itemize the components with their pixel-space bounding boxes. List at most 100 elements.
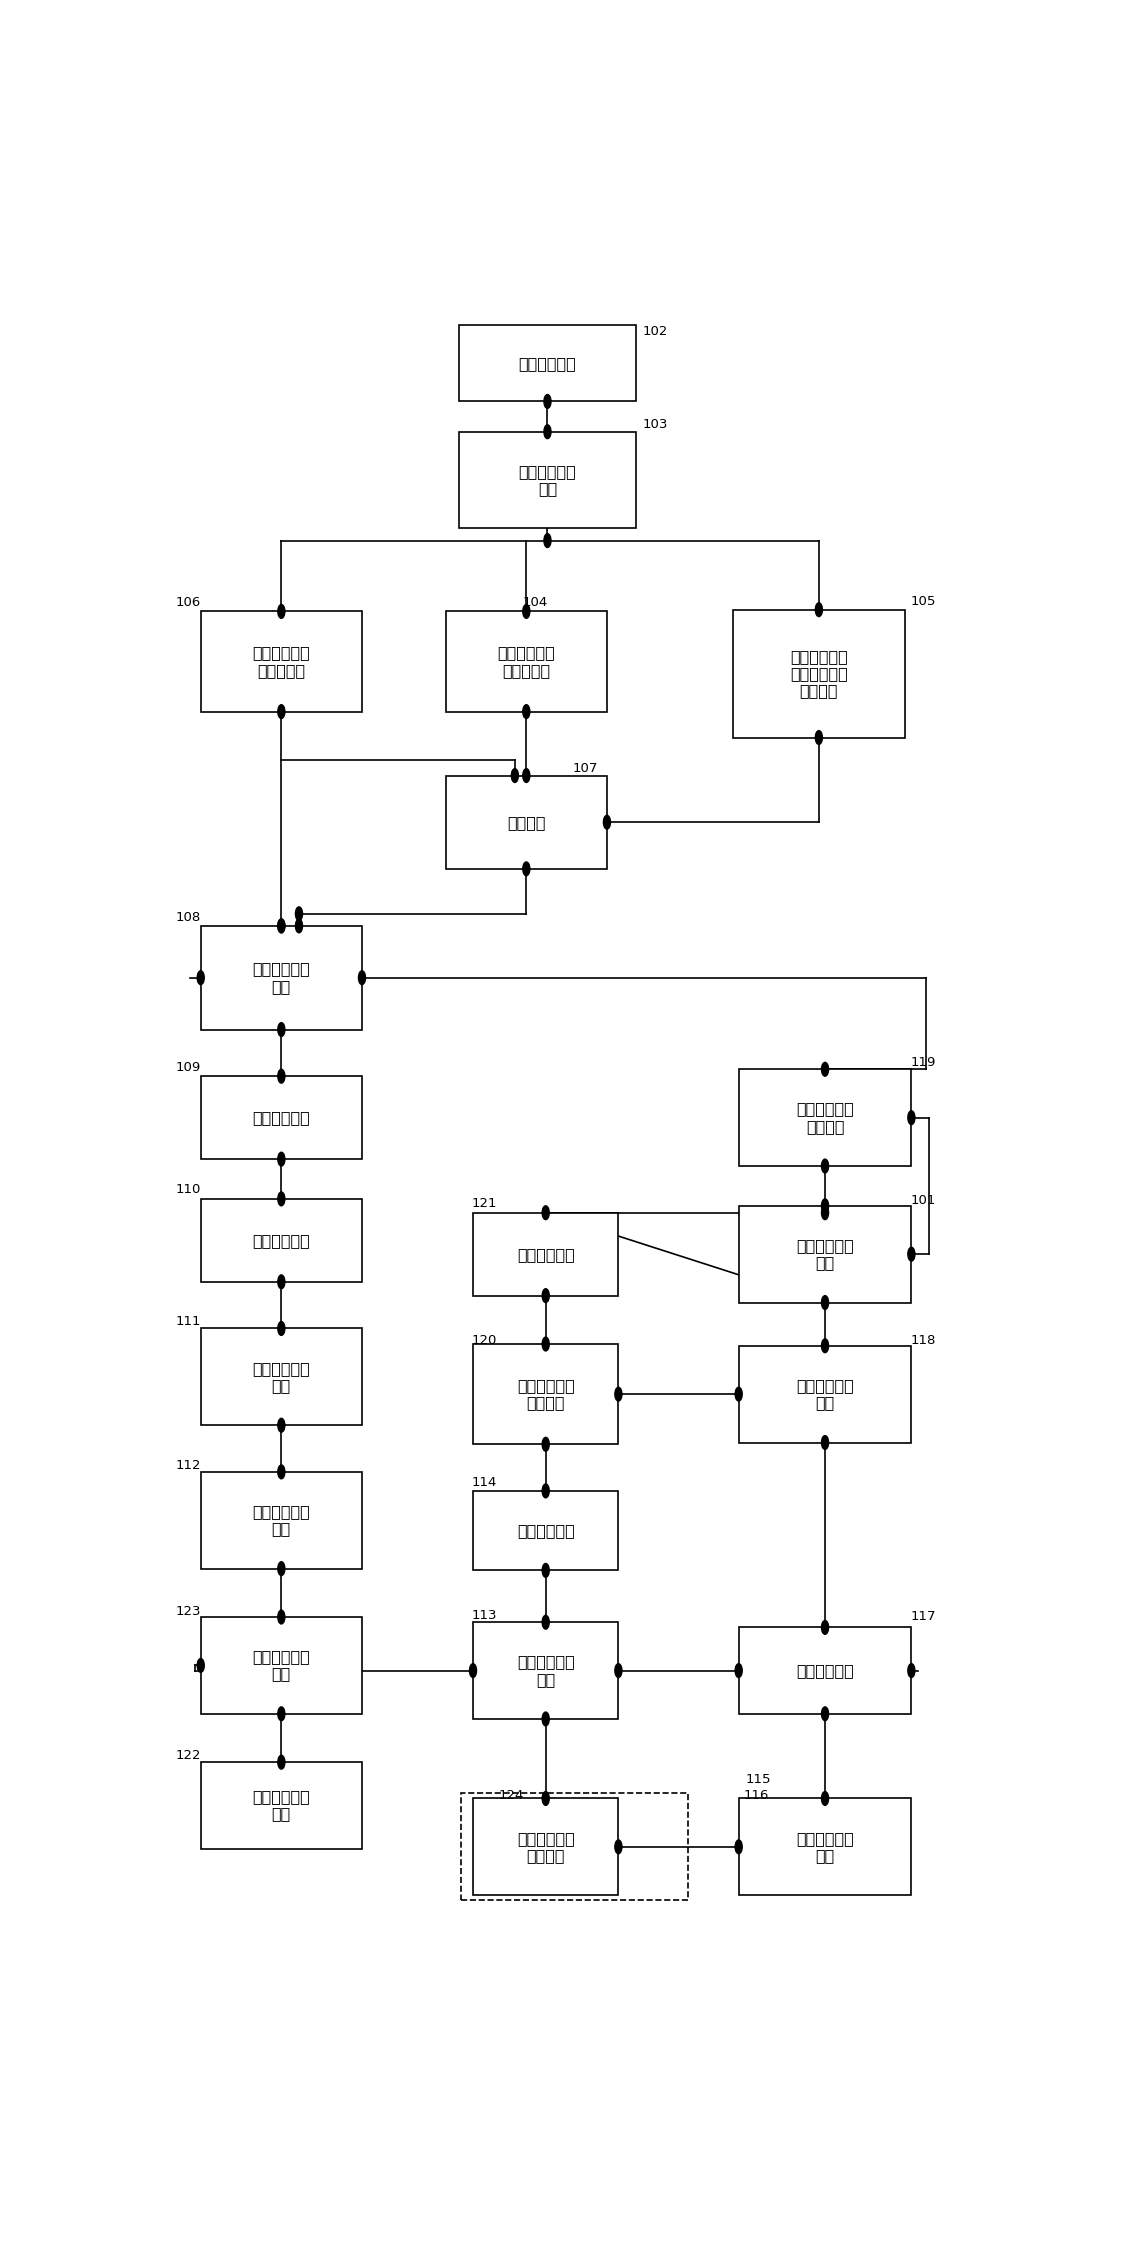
Text: 买方赊账判断
模块: 买方赊账判断 模块: [796, 1831, 854, 1863]
Text: 120: 120: [472, 1333, 497, 1346]
Text: 101: 101: [911, 1194, 936, 1207]
Circle shape: [822, 1061, 829, 1077]
Circle shape: [822, 1295, 829, 1310]
Text: 交易金额确认
模块: 交易金额确认 模块: [252, 1503, 310, 1537]
Circle shape: [822, 1205, 829, 1221]
Bar: [459, 431, 636, 530]
Circle shape: [822, 1708, 829, 1721]
Circle shape: [277, 1275, 285, 1288]
Bar: [201, 1472, 362, 1569]
Text: 118: 118: [911, 1333, 936, 1346]
Text: 交易金额结算
模块: 交易金额结算 模块: [796, 1378, 854, 1409]
Text: 108: 108: [175, 911, 201, 925]
Circle shape: [543, 534, 551, 548]
Circle shape: [822, 1340, 829, 1353]
Text: 103: 103: [642, 417, 669, 431]
Text: 价格储存模块: 价格储存模块: [252, 1111, 310, 1124]
Circle shape: [523, 770, 530, 783]
Text: 称重模块: 称重模块: [507, 815, 546, 830]
Text: 商品名字与价
格输入模块: 商品名字与价 格输入模块: [252, 646, 310, 678]
Text: 赊账记录模块: 赊账记录模块: [796, 1663, 854, 1679]
Circle shape: [542, 1337, 549, 1351]
Circle shape: [542, 1205, 549, 1221]
Bar: [473, 1490, 619, 1571]
Bar: [732, 610, 905, 738]
Text: 114: 114: [472, 1477, 497, 1490]
Circle shape: [277, 1070, 285, 1084]
Text: 121: 121: [472, 1196, 497, 1210]
Circle shape: [277, 1562, 285, 1575]
Text: 122: 122: [175, 1748, 201, 1762]
Text: 卖方信息更换
判断模块: 卖方信息更换 判断模块: [796, 1102, 854, 1133]
Text: 119: 119: [911, 1057, 936, 1070]
Text: 117: 117: [911, 1611, 936, 1622]
Text: 商品名称与单
价输入模块: 商品名称与单 价输入模块: [498, 646, 555, 678]
Circle shape: [542, 1564, 549, 1578]
Text: 124: 124: [499, 1788, 524, 1802]
Circle shape: [822, 1160, 829, 1174]
Circle shape: [615, 1387, 622, 1400]
Text: 106: 106: [175, 597, 201, 608]
Circle shape: [543, 424, 551, 438]
Circle shape: [277, 1151, 285, 1167]
Text: 卖方信息输入
模块: 卖方信息输入 模块: [796, 1239, 854, 1270]
Circle shape: [358, 972, 365, 985]
Text: 总重量重定义
模块: 总重量重定义 模块: [252, 1649, 310, 1681]
Circle shape: [277, 1322, 285, 1335]
Bar: [473, 1622, 619, 1719]
Circle shape: [277, 1708, 285, 1721]
Text: 110: 110: [175, 1183, 201, 1196]
Circle shape: [736, 1840, 742, 1854]
Circle shape: [542, 1483, 549, 1497]
Text: 交易方式选择
模块: 交易方式选择 模块: [518, 465, 576, 496]
Circle shape: [736, 1387, 742, 1400]
Circle shape: [736, 1663, 742, 1679]
Bar: [201, 1077, 362, 1160]
Bar: [739, 1070, 912, 1167]
Circle shape: [542, 1438, 549, 1452]
Circle shape: [604, 815, 611, 828]
Circle shape: [277, 705, 285, 718]
Text: 交易金额统计
模块: 交易金额统计 模块: [252, 1360, 310, 1394]
Circle shape: [543, 395, 551, 408]
Text: 115: 115: [746, 1773, 771, 1786]
Circle shape: [277, 604, 285, 619]
Bar: [201, 1328, 362, 1425]
Circle shape: [296, 907, 302, 920]
Circle shape: [296, 920, 302, 934]
Bar: [473, 1212, 619, 1295]
Bar: [739, 1205, 912, 1302]
Circle shape: [815, 604, 822, 617]
Circle shape: [615, 1840, 622, 1854]
Text: 商品价格统计
模块: 商品价格统计 模块: [252, 960, 310, 994]
Circle shape: [815, 732, 822, 745]
Bar: [739, 1627, 912, 1714]
Text: 账户办理模块: 账户办理模块: [517, 1524, 574, 1537]
Circle shape: [907, 1248, 915, 1261]
Bar: [201, 1198, 362, 1281]
Text: 采购判断模块: 采购判断模块: [252, 1232, 310, 1248]
Text: 充值提示模块: 充值提示模块: [517, 1248, 574, 1261]
Bar: [201, 1762, 362, 1849]
Bar: [201, 1618, 362, 1714]
Circle shape: [470, 1663, 476, 1679]
Circle shape: [542, 1791, 549, 1806]
Text: 皮重重量设置
模块: 皮重重量设置 模块: [252, 1788, 310, 1822]
Text: 123: 123: [175, 1604, 201, 1618]
Bar: [446, 776, 607, 868]
Text: 卖方赊账权限
判断模块: 卖方赊账权限 判断模块: [517, 1831, 574, 1863]
Circle shape: [197, 1658, 205, 1672]
Circle shape: [197, 972, 205, 985]
Circle shape: [523, 604, 530, 619]
Circle shape: [542, 1712, 549, 1726]
Text: 111: 111: [175, 1315, 201, 1328]
Text: 买方账户金额
判断模块: 买方账户金额 判断模块: [517, 1378, 574, 1409]
Circle shape: [615, 1663, 622, 1679]
Text: 104: 104: [523, 597, 548, 608]
Bar: [201, 927, 362, 1030]
Text: 107: 107: [572, 761, 598, 774]
Circle shape: [277, 1023, 285, 1037]
Circle shape: [512, 770, 518, 783]
Text: 109: 109: [175, 1061, 201, 1075]
Circle shape: [907, 1111, 915, 1124]
